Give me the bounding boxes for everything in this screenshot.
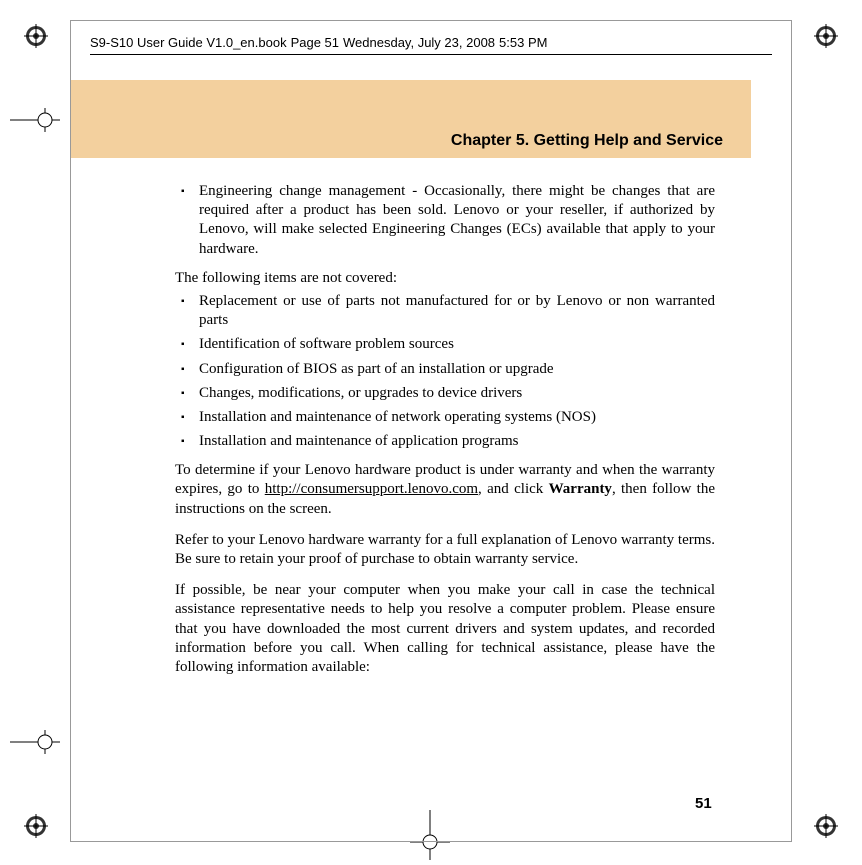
- warranty-url: http://consumersupport.lenovo.com: [265, 481, 478, 497]
- bullet-list-1: Engineering change management - Occasion…: [175, 182, 715, 259]
- reg-mark-bl: [24, 814, 48, 838]
- header-page: Page 51: [291, 35, 339, 50]
- header-date: Wednesday, July 23, 2008: [343, 35, 495, 50]
- list-item: Identification of software problem sourc…: [175, 335, 715, 354]
- list-item: Installation and maintenance of network …: [175, 408, 715, 427]
- para-call: If possible, be near your computer when …: [175, 581, 715, 677]
- list-item: Configuration of BIOS as part of an inst…: [175, 360, 715, 379]
- crop-left: [10, 108, 60, 137]
- intro-not-covered: The following items are not covered:: [175, 269, 715, 288]
- crop-left-bottom: [10, 730, 60, 759]
- list-item: Changes, modifications, or upgrades to d…: [175, 384, 715, 403]
- reg-mark-br: [814, 814, 838, 838]
- list-item: Replacement or use of parts not manufact…: [175, 292, 715, 330]
- header-time: 5:53 PM: [499, 35, 547, 50]
- para-warranty: To determine if your Lenovo hardware pro…: [175, 461, 715, 519]
- warranty-mid: , and click: [478, 481, 549, 497]
- list-item: Installation and maintenance of applicat…: [175, 432, 715, 451]
- chapter-banner: Chapter 5. Getting Help and Service: [71, 80, 751, 158]
- header-book: S9-S10 User Guide V1.0_en.book: [90, 35, 287, 50]
- page-number: 51: [695, 795, 712, 812]
- doc-header: S9-S10 User Guide V1.0_en.book Page 51 W…: [90, 35, 772, 55]
- reg-mark-tr: [814, 24, 838, 48]
- body-text: Engineering change management - Occasion…: [175, 182, 715, 689]
- warranty-bold: Warranty: [549, 481, 612, 497]
- reg-mark-tl: [24, 24, 48, 48]
- para-refer: Refer to your Lenovo hardware warranty f…: [175, 531, 715, 569]
- bullet-list-2: Replacement or use of parts not manufact…: [175, 292, 715, 451]
- chapter-title: Chapter 5. Getting Help and Service: [451, 132, 723, 150]
- list-item: Engineering change management - Occasion…: [175, 182, 715, 259]
